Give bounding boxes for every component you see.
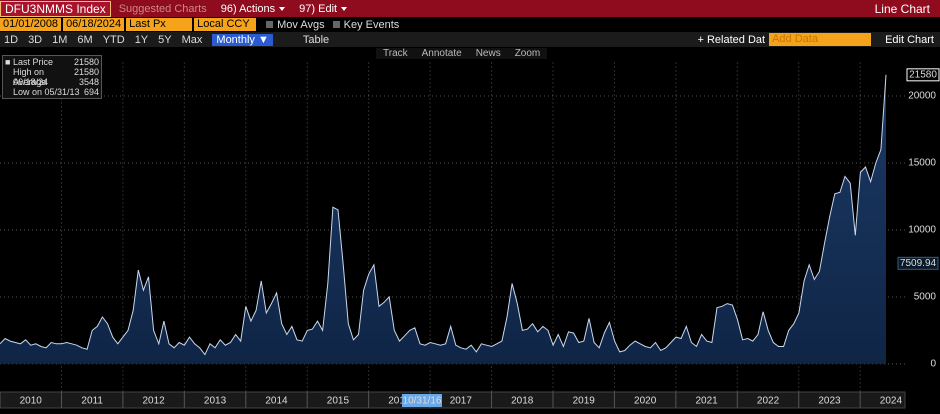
edit-menu[interactable]: 97) Edit <box>299 2 348 15</box>
ticker[interactable]: DFU3NMMS Index <box>0 0 111 17</box>
x-tick-label: 2017 <box>450 396 473 407</box>
range-button[interactable]: 1Y <box>134 33 149 46</box>
range-buttons: 1D 3D 1M 6M YTD 1Y 5Y Max <box>0 34 208 46</box>
title-bar: DFU3NMMS Index Suggested Charts 96) Acti… <box>0 0 940 17</box>
x-tick-label: 2016 <box>388 396 411 407</box>
key-events[interactable]: Key Events <box>343 18 400 31</box>
legend-value: 21580 <box>73 57 99 67</box>
x-tick-label: 2023 <box>818 396 841 407</box>
range-button[interactable]: 1D <box>4 33 19 46</box>
x-tick-label: 2011 <box>81 396 103 407</box>
legend-row: Low on 05/31/13 694 <box>5 87 99 97</box>
legend-row: Average 3548 <box>5 77 99 87</box>
series-name: Last Price <box>12 57 53 67</box>
chart-tool[interactable]: News <box>475 48 501 59</box>
range-button[interactable]: 6M <box>77 33 93 46</box>
y-tick-label: 5000 <box>914 292 937 303</box>
controls-bar: 01/01/2008 06/18/2024 Last Px Local CCY … <box>0 17 940 32</box>
range-button[interactable]: 1M <box>52 33 68 46</box>
checkbox[interactable] <box>332 21 340 28</box>
range-button[interactable]: 3D <box>28 33 43 46</box>
legend-label: Low on 05/31/13 <box>13 87 80 97</box>
legend-value: 21580 <box>73 67 99 77</box>
annotation-box <box>897 256 939 270</box>
add-data[interactable]: Add Data <box>769 33 872 46</box>
area <box>0 74 886 364</box>
x-tick-label: 2015 <box>327 396 350 407</box>
edit-chart[interactable]: Edit Chart <box>885 33 934 46</box>
x-tick-label: 2013 <box>204 396 227 407</box>
table-button[interactable]: Table <box>302 33 330 46</box>
chart-tool[interactable]: Track <box>383 48 408 59</box>
y-tick-label: 10000 <box>908 225 936 236</box>
crosshair-box <box>402 394 442 407</box>
y-tick-label: 20000 <box>908 91 936 102</box>
legend: ■ Last Price 21580 High on 06/18/24 21580 A… <box>2 55 102 99</box>
range-button[interactable]: YTD <box>102 33 125 46</box>
x-tick-label: 2012 <box>142 396 165 407</box>
x-tick-label: 2021 <box>695 396 718 407</box>
view-name: Line Chart <box>874 1 930 16</box>
legend-label: ■ Last Price <box>5 57 53 67</box>
legend-row: High on 06/18/24 21580 <box>5 67 99 87</box>
x-tick-label: 2024 <box>880 396 903 407</box>
legend-row: ■ Last Price 21580 <box>5 57 99 67</box>
actions-label: 96) Actions <box>220 2 276 15</box>
x-axis-bar <box>0 391 906 409</box>
frequency[interactable]: Monthly ▼ <box>212 33 273 46</box>
legend-label: High on 06/18/24 <box>13 67 49 87</box>
range-bar: 1D 3D 1M 6M YTD 1Y 5Y Max Monthly ▼ Table + Rel… <box>0 32 940 47</box>
chart-tool[interactable]: Annotate <box>421 48 462 59</box>
chart-tools: Track Annotate News Zoom <box>376 48 548 59</box>
legend-label: Average <box>13 77 47 87</box>
range-button[interactable]: Max <box>181 33 203 46</box>
legend-value: 3548 <box>78 77 99 87</box>
legend-value: 694 <box>83 87 99 97</box>
last-value-label: 21580 <box>909 69 937 80</box>
x-tick-label: 2020 <box>634 396 657 407</box>
currency[interactable]: Local CCY <box>194 18 257 31</box>
x-tick-label: 2019 <box>573 396 596 407</box>
range-button[interactable]: 5Y <box>158 33 172 46</box>
x-tick-label: 2018 <box>511 396 534 407</box>
annotation-label: 7509.94 <box>900 258 937 269</box>
edit-label: 97) Edit <box>299 2 338 15</box>
chart: 0 5000 10000 15000 20000 2010 2011 2012 2013 2014… <box>0 62 940 409</box>
price-field[interactable]: Last Px <box>126 18 193 31</box>
crosshair-label: 10/31/16 <box>403 396 442 407</box>
x-tick-label: 2010 <box>20 396 43 407</box>
suggested-charts[interactable]: Suggested Charts <box>118 2 207 15</box>
chart-tool[interactable]: Zoom <box>514 48 541 59</box>
checkbox[interactable] <box>266 21 274 28</box>
y-tick-label: 0 <box>930 359 936 370</box>
x-tick-label: 2014 <box>265 396 288 407</box>
caret <box>341 6 348 11</box>
related-data[interactable]: + Related Dat <box>697 33 766 46</box>
line <box>0 74 887 356</box>
last-value-box <box>906 68 940 82</box>
start-date[interactable]: 01/01/2008 <box>0 18 62 31</box>
y-tick-label: 15000 <box>908 158 936 169</box>
mov-avgs[interactable]: Mov Avgs <box>277 18 325 31</box>
actions-menu[interactable]: 96) Actions <box>220 2 286 15</box>
caret <box>279 6 286 11</box>
x-tick-label: 2022 <box>757 396 780 407</box>
end-date[interactable]: 06/18/2024 <box>63 18 125 31</box>
